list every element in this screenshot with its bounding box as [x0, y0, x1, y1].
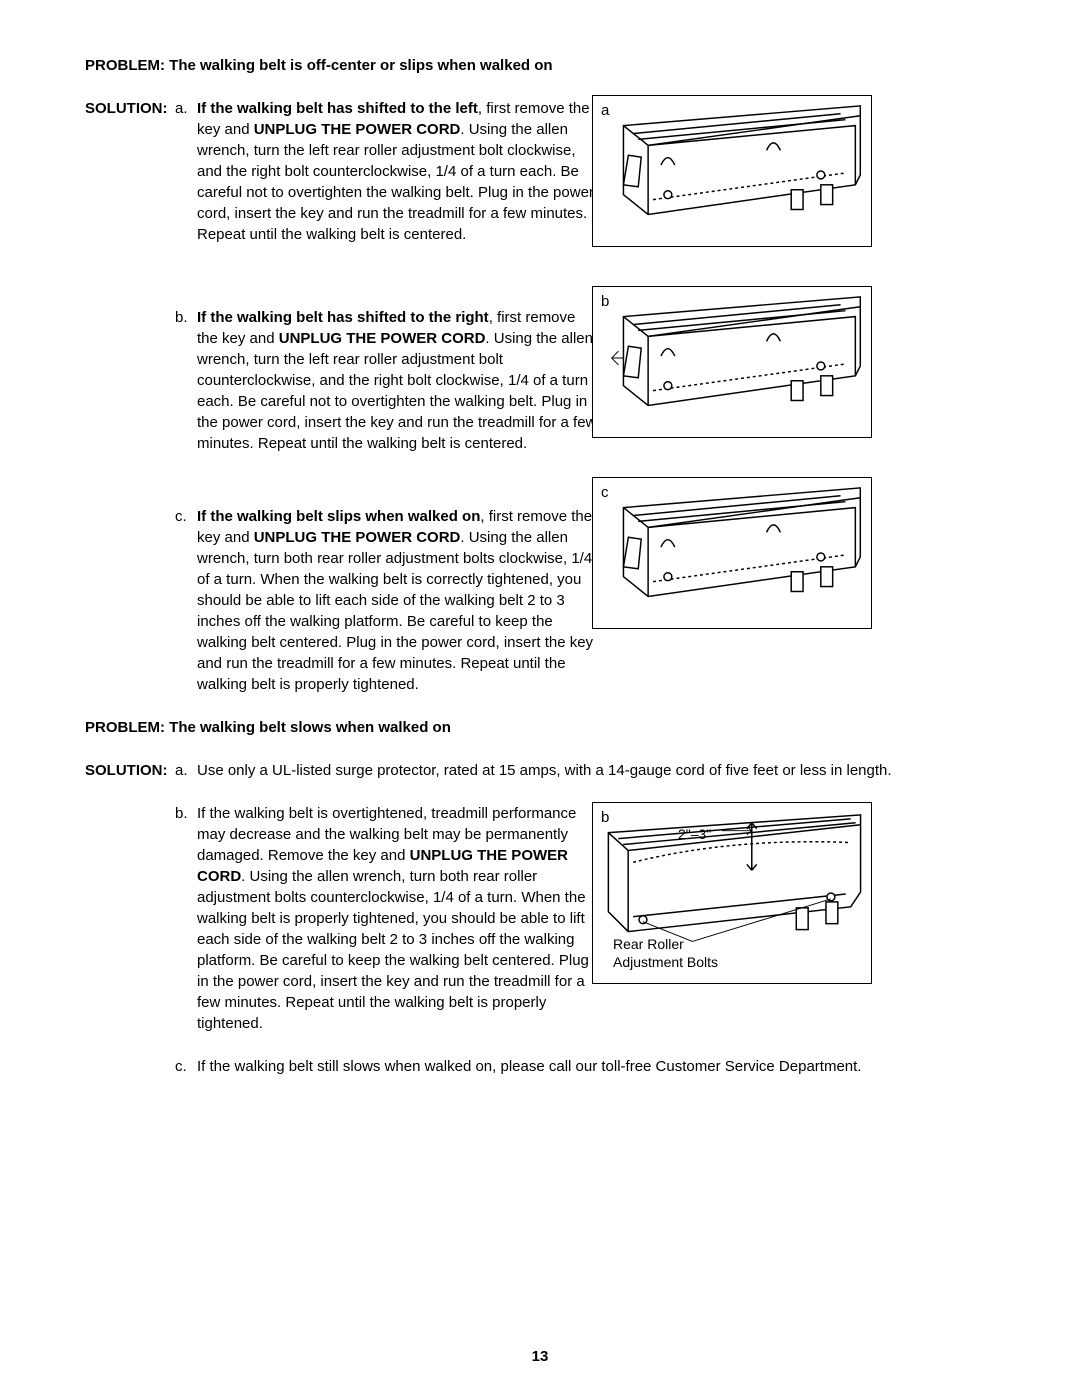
- rest-b2: . Using the allen wrench, turn both rear…: [197, 868, 589, 1032]
- item-letter-b2: b.: [175, 803, 197, 824]
- problem-b-heading: PROBLEM: The walking belt slows when wal…: [85, 717, 995, 738]
- rest-a2: . Using the allen wrench, turn the left …: [197, 330, 596, 452]
- bold-prefix-a2: If the walking belt has shifted to the r…: [197, 309, 489, 326]
- bold-mid-a2: UNPLUG THE POWER CORD: [279, 330, 486, 347]
- diagram-b2-label: b: [601, 807, 609, 828]
- solution-label-b: SOLUTION:: [85, 760, 175, 781]
- solution-b-row-1: SOLUTION: a. Use only a UL-listed surge …: [85, 760, 995, 781]
- item-letter-b1: a.: [175, 760, 197, 781]
- diagram-c-label: c: [601, 482, 609, 503]
- diagram-a-label: a: [601, 100, 609, 121]
- treadmill-icon: [593, 96, 871, 246]
- diagram-c: c: [592, 477, 872, 629]
- item-text-a1: If the walking belt has shifted to the l…: [197, 98, 597, 245]
- diagram-caption2: Adjustment Bolts: [613, 953, 718, 973]
- item-letter-a3: c.: [175, 506, 197, 527]
- diagram-measure-label: 2"–3": [678, 825, 711, 845]
- item-letter-a1: a.: [175, 98, 197, 119]
- rest-a1: . Using the allen wrench, turn the left …: [197, 121, 594, 243]
- item-text-a3: If the walking belt slips when walked on…: [197, 506, 597, 695]
- treadmill-icon: [593, 287, 871, 437]
- diagram-a: a: [592, 95, 872, 247]
- bold-mid-a3: UNPLUG THE POWER CORD: [254, 529, 461, 546]
- diagram-b2: b 2"–3" Rear Roller Adjustment Bolts: [592, 802, 872, 984]
- diagram-b-label: b: [601, 291, 609, 312]
- bold-mid-a1: UNPLUG THE POWER CORD: [254, 121, 461, 138]
- item-letter-b3: c.: [175, 1056, 197, 1077]
- item-text-b2: If the walking belt is overtightened, tr…: [197, 803, 597, 1034]
- bold-prefix-a1: If the walking belt has shifted to the l…: [197, 100, 478, 117]
- problem-a-heading: PROBLEM: The walking belt is off-center …: [85, 55, 995, 76]
- item-text-b1: Use only a UL-listed surge protector, ra…: [197, 760, 987, 781]
- item-text-a2: If the walking belt has shifted to the r…: [197, 307, 597, 454]
- bold-prefix-a3: If the walking belt slips when walked on: [197, 508, 480, 525]
- diagram-b: b: [592, 286, 872, 438]
- page-number: 13: [0, 1346, 1080, 1367]
- diagram-caption1: Rear Roller: [613, 935, 684, 955]
- rest-a3: . Using the allen wrench, turn both rear…: [197, 529, 593, 693]
- treadmill-icon: [593, 478, 871, 628]
- item-letter-a2: b.: [175, 307, 197, 328]
- item-text-b3: If the walking belt still slows when wal…: [197, 1056, 897, 1077]
- solution-b-row-3: c. If the walking belt still slows when …: [85, 1056, 995, 1077]
- solution-label-a: SOLUTION:: [85, 98, 175, 119]
